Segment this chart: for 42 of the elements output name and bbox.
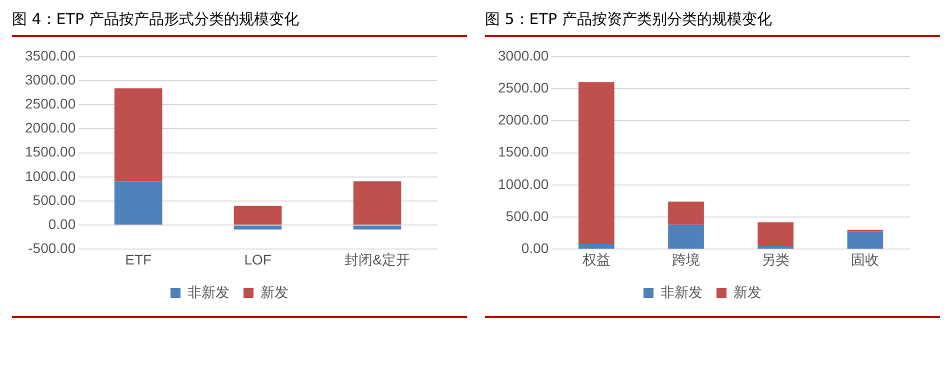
y-tick-label: 0.00 xyxy=(48,216,76,232)
y-tick-label: 1500.00 xyxy=(498,144,549,160)
bar xyxy=(578,82,614,244)
x-tick-label: 另类 xyxy=(762,251,790,268)
y-tick-label: 3000.00 xyxy=(498,47,549,64)
y-tick-label: -500.00 xyxy=(28,240,76,256)
legend-label: 非新发 xyxy=(188,284,230,300)
x-tick-label: LOF xyxy=(244,251,272,268)
y-tick-label: 1000.00 xyxy=(498,176,549,192)
legend-label: 非新发 xyxy=(660,284,702,300)
bar xyxy=(578,244,614,249)
bar xyxy=(668,202,704,225)
bar xyxy=(353,181,402,225)
bar xyxy=(758,246,794,249)
x-tick-label: 跨境 xyxy=(672,251,700,268)
bar xyxy=(234,206,282,225)
x-tick-label: 权益 xyxy=(581,251,610,268)
y-tick-label: 3000.00 xyxy=(24,71,76,88)
y-tick-label: 2000.00 xyxy=(498,112,549,128)
y-tick-label: 1000.00 xyxy=(24,168,76,184)
bar xyxy=(114,88,162,182)
bar xyxy=(234,226,282,230)
x-tick-label: 固收 xyxy=(851,251,880,268)
x-tick-label: ETF xyxy=(125,251,152,268)
bar xyxy=(758,222,794,246)
y-tick-label: 1500.00 xyxy=(24,144,76,160)
x-tick-label: 封闭&定开 xyxy=(344,251,410,268)
y-tick-label: 500.00 xyxy=(32,192,76,208)
y-tick-label: 0.00 xyxy=(521,240,549,256)
bar xyxy=(114,181,162,225)
bar xyxy=(847,231,884,249)
y-tick-label: 2500.00 xyxy=(24,95,76,112)
legend-label: 新发 xyxy=(734,284,762,300)
y-tick-label: 2000.00 xyxy=(24,120,76,136)
y-tick-label: 2500.00 xyxy=(498,79,549,96)
bar xyxy=(668,224,704,249)
bar xyxy=(353,226,402,230)
chart-title: 图 4：ETP 产品按产品形式分类的规模变化 xyxy=(12,9,300,30)
chart-title: 图 5：ETP 产品按资产类别分类的规模变化 xyxy=(485,9,773,30)
y-tick-label: 3500.00 xyxy=(24,47,76,64)
legend-label: 新发 xyxy=(260,284,288,300)
y-tick-label: 500.00 xyxy=(506,208,549,224)
